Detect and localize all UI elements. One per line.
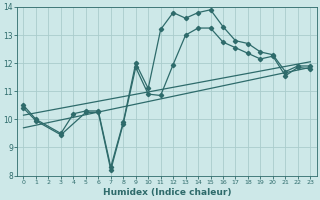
X-axis label: Humidex (Indice chaleur): Humidex (Indice chaleur): [103, 188, 231, 197]
